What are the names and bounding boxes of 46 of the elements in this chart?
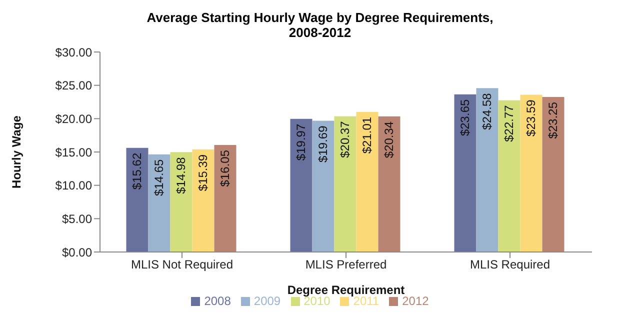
bar xyxy=(290,118,312,252)
data-label: $14.65 xyxy=(152,159,166,196)
bar xyxy=(334,116,356,252)
bar xyxy=(312,120,334,252)
bar xyxy=(126,148,148,252)
legend-label: 2012 xyxy=(402,294,429,308)
data-label: $22.77 xyxy=(502,104,516,142)
y-axis-title: Hourly Wage xyxy=(9,115,24,188)
bar xyxy=(192,149,214,252)
y-tick-label: $10.00 xyxy=(55,178,92,193)
y-tick-label: $0.00 xyxy=(62,245,92,260)
data-label: $23.65 xyxy=(458,99,472,136)
y-tick-label: $5.00 xyxy=(62,212,92,226)
y-tick-label: $20.00 xyxy=(55,112,92,126)
data-label: $19.69 xyxy=(316,125,330,162)
bar xyxy=(356,112,378,252)
bar xyxy=(148,154,170,252)
bar xyxy=(214,145,236,252)
y-tick-label: $25.00 xyxy=(55,78,92,93)
data-label: $15.62 xyxy=(130,152,144,190)
bar xyxy=(542,97,564,252)
data-label: $21.01 xyxy=(360,116,374,154)
bar xyxy=(454,94,476,252)
y-tick-label: $15.00 xyxy=(55,145,92,160)
data-label: $23.59 xyxy=(524,99,538,136)
data-label: $23.25 xyxy=(546,102,560,139)
x-tick-label: MLIS Preferred xyxy=(305,258,387,272)
bar xyxy=(498,100,520,252)
bar xyxy=(378,116,400,252)
legend-label: 2009 xyxy=(254,294,281,308)
x-tick-label: MLIS Not Required xyxy=(130,258,234,272)
data-label: $24.58 xyxy=(480,92,494,130)
x-tick-label: MLIS Required xyxy=(470,258,550,272)
bar xyxy=(520,94,542,252)
data-label: $20.34 xyxy=(382,121,396,158)
bar xyxy=(170,152,192,252)
data-label: $19.97 xyxy=(294,124,308,161)
legend-label: 2008 xyxy=(204,294,231,308)
data-label: $16.05 xyxy=(218,150,232,187)
chart-title: Average Starting Hourly Wage by Degree Requirements, 2008-2012 xyxy=(146,10,494,40)
bar xyxy=(476,88,498,252)
data-label: $20.37 xyxy=(338,120,352,158)
legend-label: 2011 xyxy=(353,294,380,308)
data-label: $15.39 xyxy=(196,154,210,192)
data-label: $14.98 xyxy=(174,156,188,194)
x-axis-title: Degree Requirement xyxy=(287,283,405,297)
